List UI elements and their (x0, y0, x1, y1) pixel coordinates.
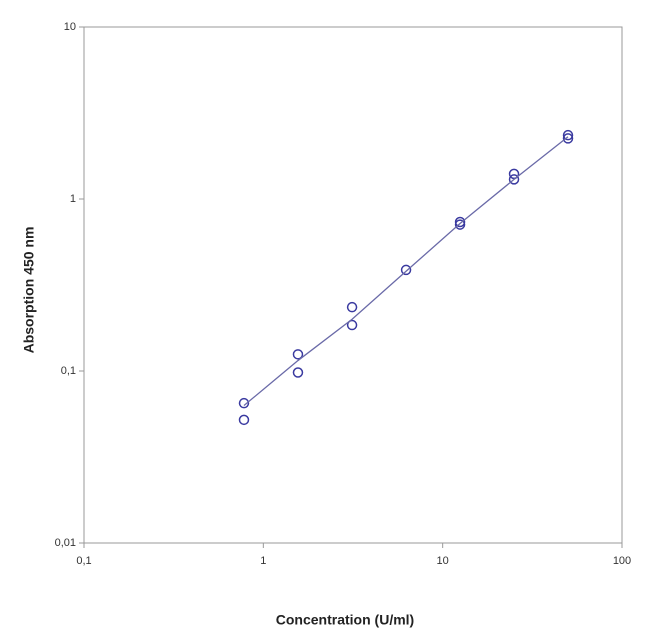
x-tick-label: 0,1 (76, 555, 91, 567)
data-point (508, 174, 520, 185)
data-point (562, 129, 574, 141)
data-point (346, 319, 358, 331)
y-tick-label: 1 (70, 193, 76, 205)
x-tick-label: 100 (613, 555, 631, 567)
x-tick-label: 1 (260, 555, 266, 567)
plot-frame (83, 26, 623, 544)
data-point (454, 219, 466, 230)
data-point (346, 301, 358, 313)
y-tick-label: 0,01 (55, 537, 76, 549)
fit-line (243, 136, 569, 407)
data-point (508, 168, 520, 180)
y-axis-label: Absorption 450 nm (21, 227, 37, 354)
y-tick-label: 10 (64, 21, 76, 33)
data-point (238, 397, 250, 409)
x-axis-label: Concentration (U/ml) (276, 612, 414, 628)
y-tick-label: 0,1 (61, 365, 76, 377)
data-point (400, 264, 412, 276)
data-point (292, 349, 304, 360)
data-point (562, 133, 574, 144)
data-point (238, 414, 250, 426)
data-point (292, 367, 304, 378)
x-tick-label: 10 (437, 555, 449, 567)
